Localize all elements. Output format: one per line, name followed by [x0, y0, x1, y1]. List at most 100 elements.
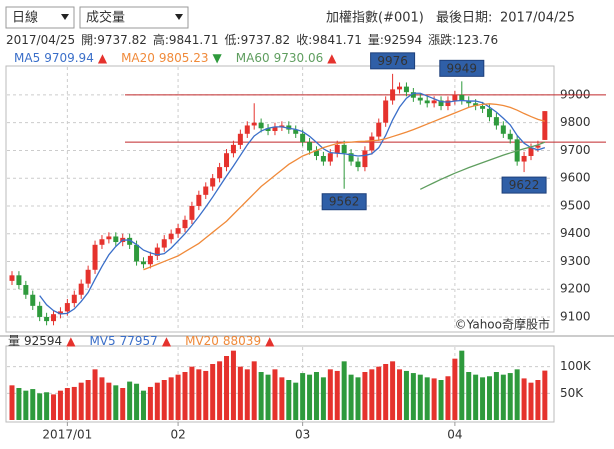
quote-value: 9841.71: [312, 33, 362, 47]
period-select[interactable]: [5, 6, 75, 29]
volume-bar: [147, 386, 153, 420]
volume-bar: [410, 373, 416, 420]
legend-name: MV5: [89, 334, 115, 348]
y-tick-label: 9300: [560, 254, 591, 268]
volume-bar: [480, 377, 486, 420]
candle-body: [168, 233, 174, 240]
legend-name: 量: [8, 334, 20, 348]
quote-label: 開:: [81, 33, 97, 47]
volume-bar: [334, 370, 340, 420]
volume-bar: [507, 373, 513, 420]
x-tick-label: 03: [295, 428, 310, 442]
volume-bar: [535, 380, 541, 420]
period-label: 日線: [12, 10, 38, 26]
indicator-label: 成交量: [86, 10, 125, 26]
candle-body: [140, 261, 146, 265]
volume-bar: [466, 372, 472, 420]
volume-bar: [258, 372, 264, 420]
candle-body: [51, 314, 57, 322]
candle-body: [341, 144, 347, 154]
volume-bar: [134, 383, 140, 420]
dropdown-arrow: [175, 14, 183, 20]
candle-body: [224, 153, 230, 168]
annotation-box: [501, 176, 547, 194]
volume-bar: [438, 380, 444, 420]
candle-body: [85, 269, 91, 284]
candle-body: [127, 237, 133, 245]
volume-bar: [210, 364, 216, 420]
volume-bar: [92, 369, 98, 420]
y-tick-label: 9600: [560, 171, 591, 185]
candle-body: [203, 186, 209, 195]
candle-body: [23, 285, 29, 295]
y-tick-label: 50K: [560, 386, 584, 400]
candle-body: [175, 228, 181, 234]
candle-body: [431, 100, 437, 104]
volume-bar: [355, 377, 361, 420]
volume-bar: [85, 380, 91, 420]
annotation-label: 9622: [509, 178, 540, 192]
candle-body: [473, 103, 479, 107]
candle-body: [237, 133, 243, 145]
indicator-select[interactable]: [79, 6, 189, 29]
title: 加權指數(#001): [326, 11, 424, 26]
volume-bar: [397, 369, 403, 420]
candle-body: [500, 125, 506, 134]
legend-value: 9730.06: [274, 51, 324, 65]
volume-bar: [313, 372, 319, 420]
legend-trend: ▲: [98, 51, 108, 65]
volume-bar: [106, 382, 112, 420]
quote-date: 2017/04/25: [6, 33, 75, 47]
candle-body: [480, 106, 486, 109]
volume-bar: [196, 369, 202, 420]
candle-body: [217, 167, 223, 179]
candle-body: [369, 136, 375, 151]
candle-body: [403, 86, 409, 93]
candle-body: [542, 111, 548, 140]
volume-bar: [51, 394, 57, 420]
candle-body: [251, 122, 257, 126]
volume-bar: [528, 382, 534, 420]
candle-body: [57, 311, 63, 315]
volume-bar: [307, 374, 313, 420]
volume-bar: [16, 388, 22, 420]
volume-bar: [217, 361, 223, 420]
volume-bar: [279, 377, 285, 420]
annotation-label: 9562: [329, 195, 360, 209]
candle-body: [320, 155, 326, 162]
candle-body: [44, 316, 50, 322]
volume-bar: [161, 380, 167, 420]
y-tick-label: 9200: [560, 282, 591, 296]
candle-body: [348, 153, 354, 162]
candle-body: [99, 239, 105, 245]
volume-bar: [500, 374, 506, 420]
candle-body: [313, 150, 319, 156]
candle-body: [30, 294, 36, 306]
candle-body: [147, 255, 153, 265]
candle-body: [161, 239, 167, 248]
volume-bar: [44, 392, 50, 420]
candle-body: [265, 128, 271, 132]
candle-body: [64, 303, 70, 312]
legend: 量 92594 ▲ MV5 77957 ▲ MV20 88039 ▲: [8, 334, 275, 348]
candle-body: [383, 100, 389, 123]
annotation-box: [439, 59, 485, 77]
volume-bar: [424, 377, 430, 420]
y-tick-label: 9100: [560, 309, 591, 323]
candle-body: [459, 94, 465, 101]
candle-body: [528, 147, 534, 156]
volume-bar: [293, 382, 299, 420]
x-tick-label: 2017/01: [42, 428, 92, 442]
annotation-box: [370, 52, 416, 70]
volume-bar: [189, 366, 195, 420]
legend-value: 77957: [120, 334, 158, 348]
quote-value: 123.76: [456, 33, 498, 47]
candle-body: [182, 219, 188, 229]
candle-body: [327, 153, 333, 162]
quote-label: 漲跌:: [428, 32, 456, 47]
volume-bar: [140, 390, 146, 420]
candle-body: [417, 97, 423, 101]
candle-body: [355, 161, 361, 168]
legend-trend: ▼: [213, 51, 223, 65]
candle-body: [535, 145, 541, 148]
